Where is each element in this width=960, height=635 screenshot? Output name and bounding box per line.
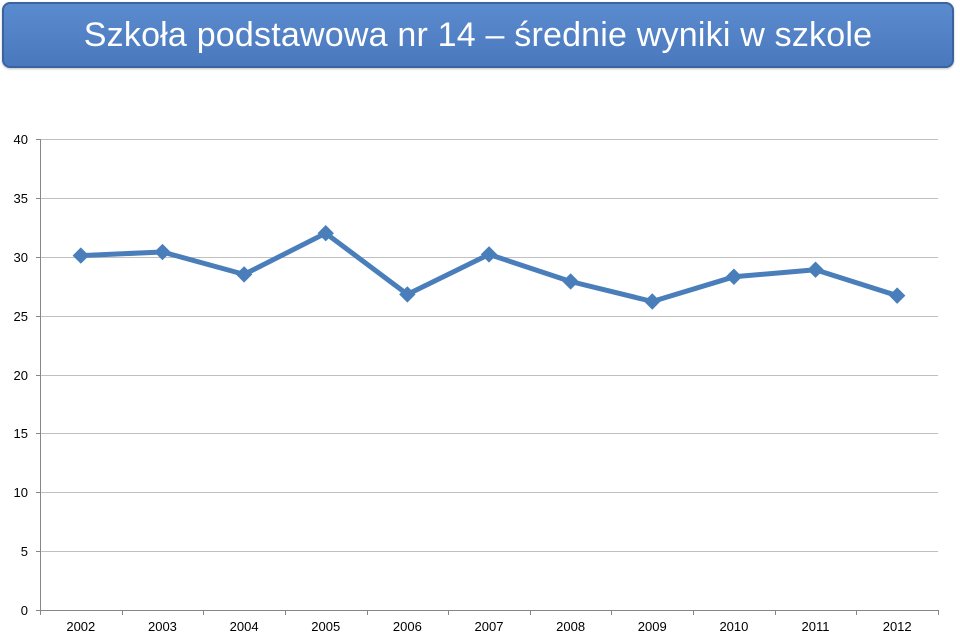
y-tick-label: 40	[14, 132, 28, 147]
x-tick-label: 2008	[556, 619, 585, 634]
data-point-2003	[154, 243, 171, 261]
y-tick-label: 30	[14, 250, 28, 265]
y-tick-label: 25	[14, 309, 28, 324]
data-point-2009	[644, 293, 661, 310]
x-tick-label: 2011	[802, 619, 830, 634]
x-tick-label: 2002	[66, 619, 95, 634]
data-point-2007	[480, 246, 498, 263]
data-point-2004	[235, 266, 253, 283]
x-tick-label: 2012	[883, 619, 912, 634]
data-point-2008	[562, 273, 579, 290]
x-tick-label: 2005	[311, 619, 340, 634]
x-tick-label: 2004	[230, 619, 259, 634]
gridlines	[40, 139, 938, 552]
chart-title-banner: Szkoła podstawowa nr 14 – średnie wyniki…	[2, 2, 954, 68]
y-tick-label: 15	[14, 426, 28, 441]
y-tick-labels: 0 5 10 15 20 25 30 35 40	[14, 132, 28, 618]
x-tick-label: 2010	[719, 619, 748, 634]
x-tick-label: 2003	[148, 619, 177, 634]
data-point-2012	[888, 287, 906, 304]
y-tick-label: 10	[14, 485, 28, 500]
data-point-2010	[725, 268, 743, 285]
x-tick-label: 2009	[638, 619, 667, 634]
x-tick-label: 2006	[393, 619, 422, 634]
x-tick-label: 2007	[475, 619, 504, 634]
y-tick-label: 0	[21, 603, 28, 618]
data-point-2005	[317, 224, 334, 242]
x-tick-labels: 2002 2003 2004 2005 2006 2007 2008 2009 2010 2011…	[66, 619, 911, 634]
y-tick-label: 20	[14, 368, 28, 383]
series	[72, 224, 906, 310]
chart-title: Szkoła podstawowa nr 14 – średnie wyniki…	[83, 15, 873, 54]
data-point-2011	[807, 261, 824, 278]
series-line	[78, 230, 900, 304]
y-tick-label: 5	[21, 544, 28, 559]
data-point-2006	[399, 286, 416, 303]
y-tick-label: 35	[14, 191, 28, 206]
axes	[36, 139, 939, 615]
data-point-2002	[72, 247, 90, 264]
